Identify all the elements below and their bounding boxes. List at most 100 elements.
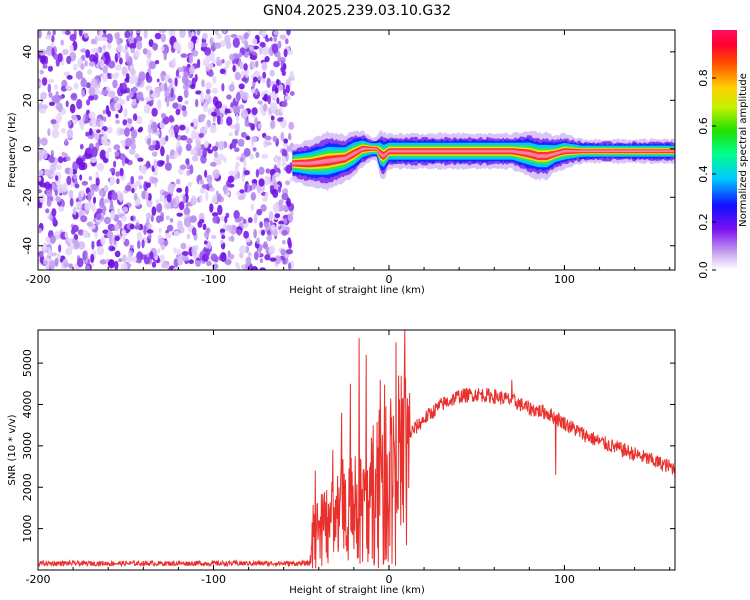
noise-blob: [90, 253, 95, 263]
noise-blob: [206, 260, 212, 267]
noise-blob: [181, 75, 189, 85]
noise-blob: [277, 50, 281, 61]
noise-blob: [116, 44, 124, 53]
noise-blob: [170, 149, 175, 157]
noise-blob: [148, 144, 156, 151]
noise-blob: [222, 30, 227, 34]
noise-blob: [101, 89, 109, 96]
noise-blob: [133, 192, 138, 201]
noise-blob: [201, 79, 205, 88]
noise-blob: [78, 241, 86, 250]
noise-blob: [266, 77, 272, 88]
noise-blob: [145, 85, 151, 91]
noise-blob: [157, 99, 162, 110]
noise-blob: [51, 208, 57, 217]
noise-blob: [69, 167, 74, 176]
noise-blob: [245, 256, 252, 267]
noise-blob: [238, 83, 245, 90]
noise-blob: [46, 198, 52, 207]
noise-blob: [281, 149, 288, 158]
noise-blob: [204, 124, 209, 131]
noise-blob: [38, 49, 47, 56]
noise-blob: [283, 217, 288, 225]
noise-blob: [211, 235, 217, 239]
noise-blob: [255, 169, 260, 178]
noise-blob: [204, 47, 211, 56]
noise-blob: [228, 224, 232, 234]
noise-blob: [50, 252, 58, 257]
noise-blob: [121, 254, 127, 263]
noise-blob: [99, 120, 104, 128]
noise-blob: [286, 197, 291, 208]
noise-blob: [179, 124, 186, 131]
noise-blob: [252, 45, 259, 50]
noise-blob: [281, 100, 288, 108]
noise-blob: [130, 175, 135, 185]
noise-blob: [243, 147, 251, 157]
noise-blob: [66, 55, 72, 65]
noise-blob: [69, 197, 74, 207]
noise-blob: [101, 72, 108, 82]
noise-blob: [230, 224, 237, 235]
noise-blob: [156, 202, 163, 213]
noise-blob: [251, 88, 256, 94]
noise-blob: [102, 44, 106, 50]
noise-blob: [251, 107, 258, 116]
noise-blob: [40, 54, 47, 65]
noise-blob: [252, 147, 257, 152]
noise-blob: [234, 147, 240, 153]
noise-blob: [174, 77, 178, 87]
y-tick-label: 20: [21, 93, 34, 107]
noise-blob: [273, 35, 278, 43]
noise-blob: [248, 122, 252, 127]
noise-blob: [281, 155, 287, 164]
noise-blob: [121, 66, 128, 76]
noise-blob: [136, 231, 143, 241]
noise-blob: [49, 163, 57, 173]
noise-blob: [92, 196, 97, 204]
noise-blob: [146, 49, 152, 60]
noise-blob: [39, 108, 47, 114]
noise-blob: [243, 159, 247, 167]
noise-blob: [259, 46, 263, 55]
noise-blob: [177, 220, 183, 231]
noise-blob: [252, 76, 258, 83]
noise-blob: [197, 148, 202, 157]
noise-blob: [89, 54, 96, 63]
noise-blob: [243, 170, 250, 176]
noise-blob: [55, 164, 62, 170]
noise-blob: [235, 161, 240, 168]
noise-blob: [280, 131, 285, 141]
noise-blob: [121, 215, 127, 222]
noise-blob: [176, 248, 181, 256]
noise-blob: [269, 185, 275, 191]
noise-blob: [264, 175, 271, 186]
noise-blob: [159, 215, 164, 222]
noise-blob: [39, 255, 45, 264]
y-tick-label: 1000: [21, 515, 34, 543]
colorbar-tick-label: 0.8: [697, 69, 710, 87]
noise-blob: [211, 212, 219, 217]
noise-blob: [217, 204, 223, 216]
noise-blob: [115, 113, 119, 119]
noise-blob: [48, 259, 56, 270]
noise-blob: [262, 61, 267, 71]
noise-blob: [99, 198, 105, 209]
noise-blob: [255, 60, 259, 68]
noise-blob: [160, 113, 167, 119]
noise-blob: [58, 244, 62, 253]
noise-blob: [221, 234, 226, 240]
noise-blob: [162, 191, 169, 196]
noise-blob: [104, 216, 111, 225]
noise-blob: [199, 194, 203, 203]
noise-blob: [208, 181, 212, 187]
noise-blob: [181, 251, 189, 256]
noise-blob: [274, 155, 279, 163]
y-tick-label: 4000: [21, 391, 34, 419]
noise-blob: [278, 84, 284, 92]
noise-blob: [121, 229, 126, 236]
noise-blob: [88, 86, 96, 96]
noise-blob: [149, 251, 154, 260]
noise-blob: [68, 189, 74, 199]
noise-blob: [106, 230, 114, 239]
